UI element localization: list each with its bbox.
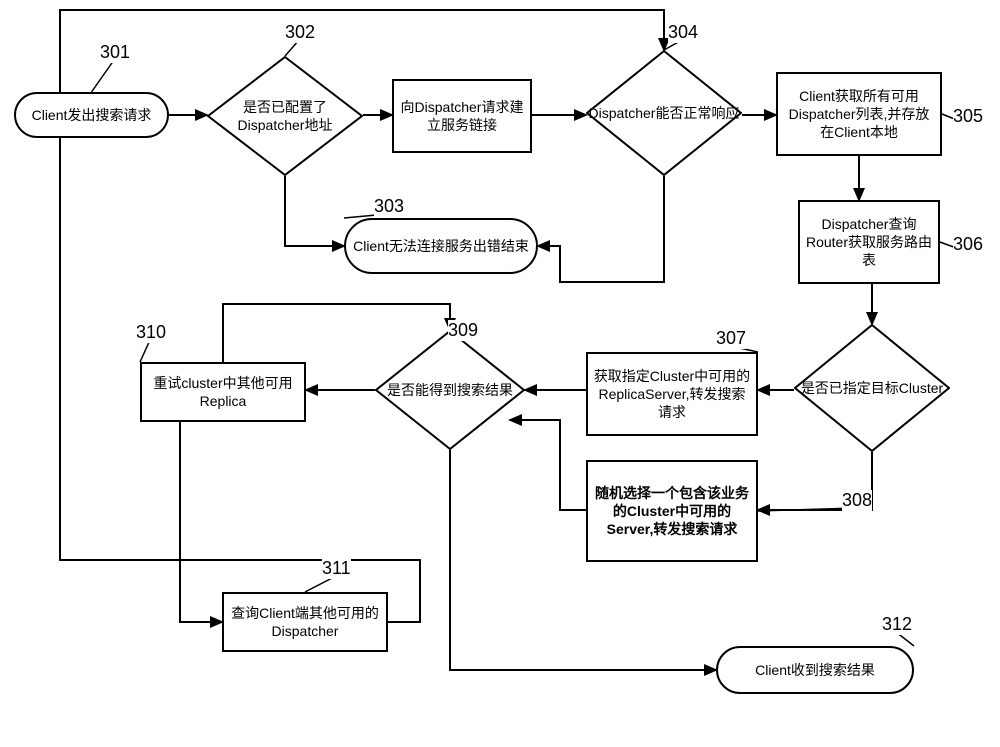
node-text: Client收到搜索结果 bbox=[755, 661, 875, 679]
node-text: 获取指定Cluster中可用的ReplicaServer,转发搜索请求 bbox=[592, 367, 752, 422]
node-text: 随机选择一个包含该业务的Cluster中可用的Server,转发搜索请求 bbox=[592, 484, 752, 539]
node-text: 重试cluster中其他可用Replica bbox=[146, 374, 300, 410]
node-text: 查询Client端其他可用的Dispatcher bbox=[228, 604, 382, 640]
node-text: 是否已配置了 Dispatcher地址 bbox=[238, 98, 333, 134]
node-text: Dispatcher查询Router获取服务路由表 bbox=[804, 215, 934, 270]
node-label-n303: 303 bbox=[374, 196, 404, 217]
node-label-n309: 309 bbox=[448, 320, 478, 341]
node-label-n307: 307 bbox=[716, 328, 746, 349]
node-label-n308: 308 bbox=[842, 490, 872, 511]
node-n302a: 向Dispatcher请求建立服务链接 bbox=[392, 79, 532, 153]
node-n303: Client无法连接服务出错结束 bbox=[344, 218, 538, 274]
edge bbox=[285, 176, 344, 246]
node-n312: Client收到搜索结果 bbox=[716, 646, 914, 694]
edge bbox=[538, 176, 664, 282]
node-text: Client获取所有可用Dispatcher列表,并存放在Client本地 bbox=[782, 87, 936, 142]
node-n304: Dispatcher能否正常响应 bbox=[586, 50, 742, 176]
node-n302: 是否已配置了 Dispatcher地址 bbox=[207, 56, 363, 176]
node-label-n305: 305 bbox=[953, 106, 983, 127]
node-label-n311: 311 bbox=[322, 558, 351, 579]
node-n308: 随机选择一个包含该业务的Cluster中可用的Server,转发搜索请求 bbox=[586, 460, 758, 562]
edge bbox=[180, 422, 222, 622]
node-label-n310: 310 bbox=[136, 322, 166, 343]
node-text: 是否已指定目标Cluster bbox=[801, 379, 943, 397]
node-label-n302: 302 bbox=[285, 22, 315, 43]
node-n306d: 是否已指定目标Cluster bbox=[794, 324, 950, 452]
node-n307: 获取指定Cluster中可用的ReplicaServer,转发搜索请求 bbox=[586, 352, 758, 436]
node-text: Client发出搜索请求 bbox=[32, 106, 152, 124]
node-label-n312: 312 bbox=[882, 614, 912, 635]
node-n309: 是否能得到搜索结果 bbox=[375, 330, 525, 450]
node-label-n306: 306 bbox=[953, 234, 983, 255]
node-n306: Dispatcher查询Router获取服务路由表 bbox=[798, 200, 940, 284]
node-n310: 重试cluster中其他可用Replica bbox=[140, 362, 306, 422]
node-n311: 查询Client端其他可用的Dispatcher bbox=[222, 592, 388, 652]
node-n301: Client发出搜索请求 bbox=[14, 92, 169, 138]
node-n305: Client获取所有可用Dispatcher列表,并存放在Client本地 bbox=[776, 72, 942, 156]
node-text: Client无法连接服务出错结束 bbox=[353, 237, 529, 255]
node-text: 是否能得到搜索结果 bbox=[387, 381, 513, 399]
node-label-n304: 304 bbox=[668, 22, 698, 43]
node-label-n301: 301 bbox=[100, 42, 130, 63]
node-text: Dispatcher能否正常响应 bbox=[589, 104, 740, 122]
node-text: 向Dispatcher请求建立服务链接 bbox=[398, 98, 526, 134]
